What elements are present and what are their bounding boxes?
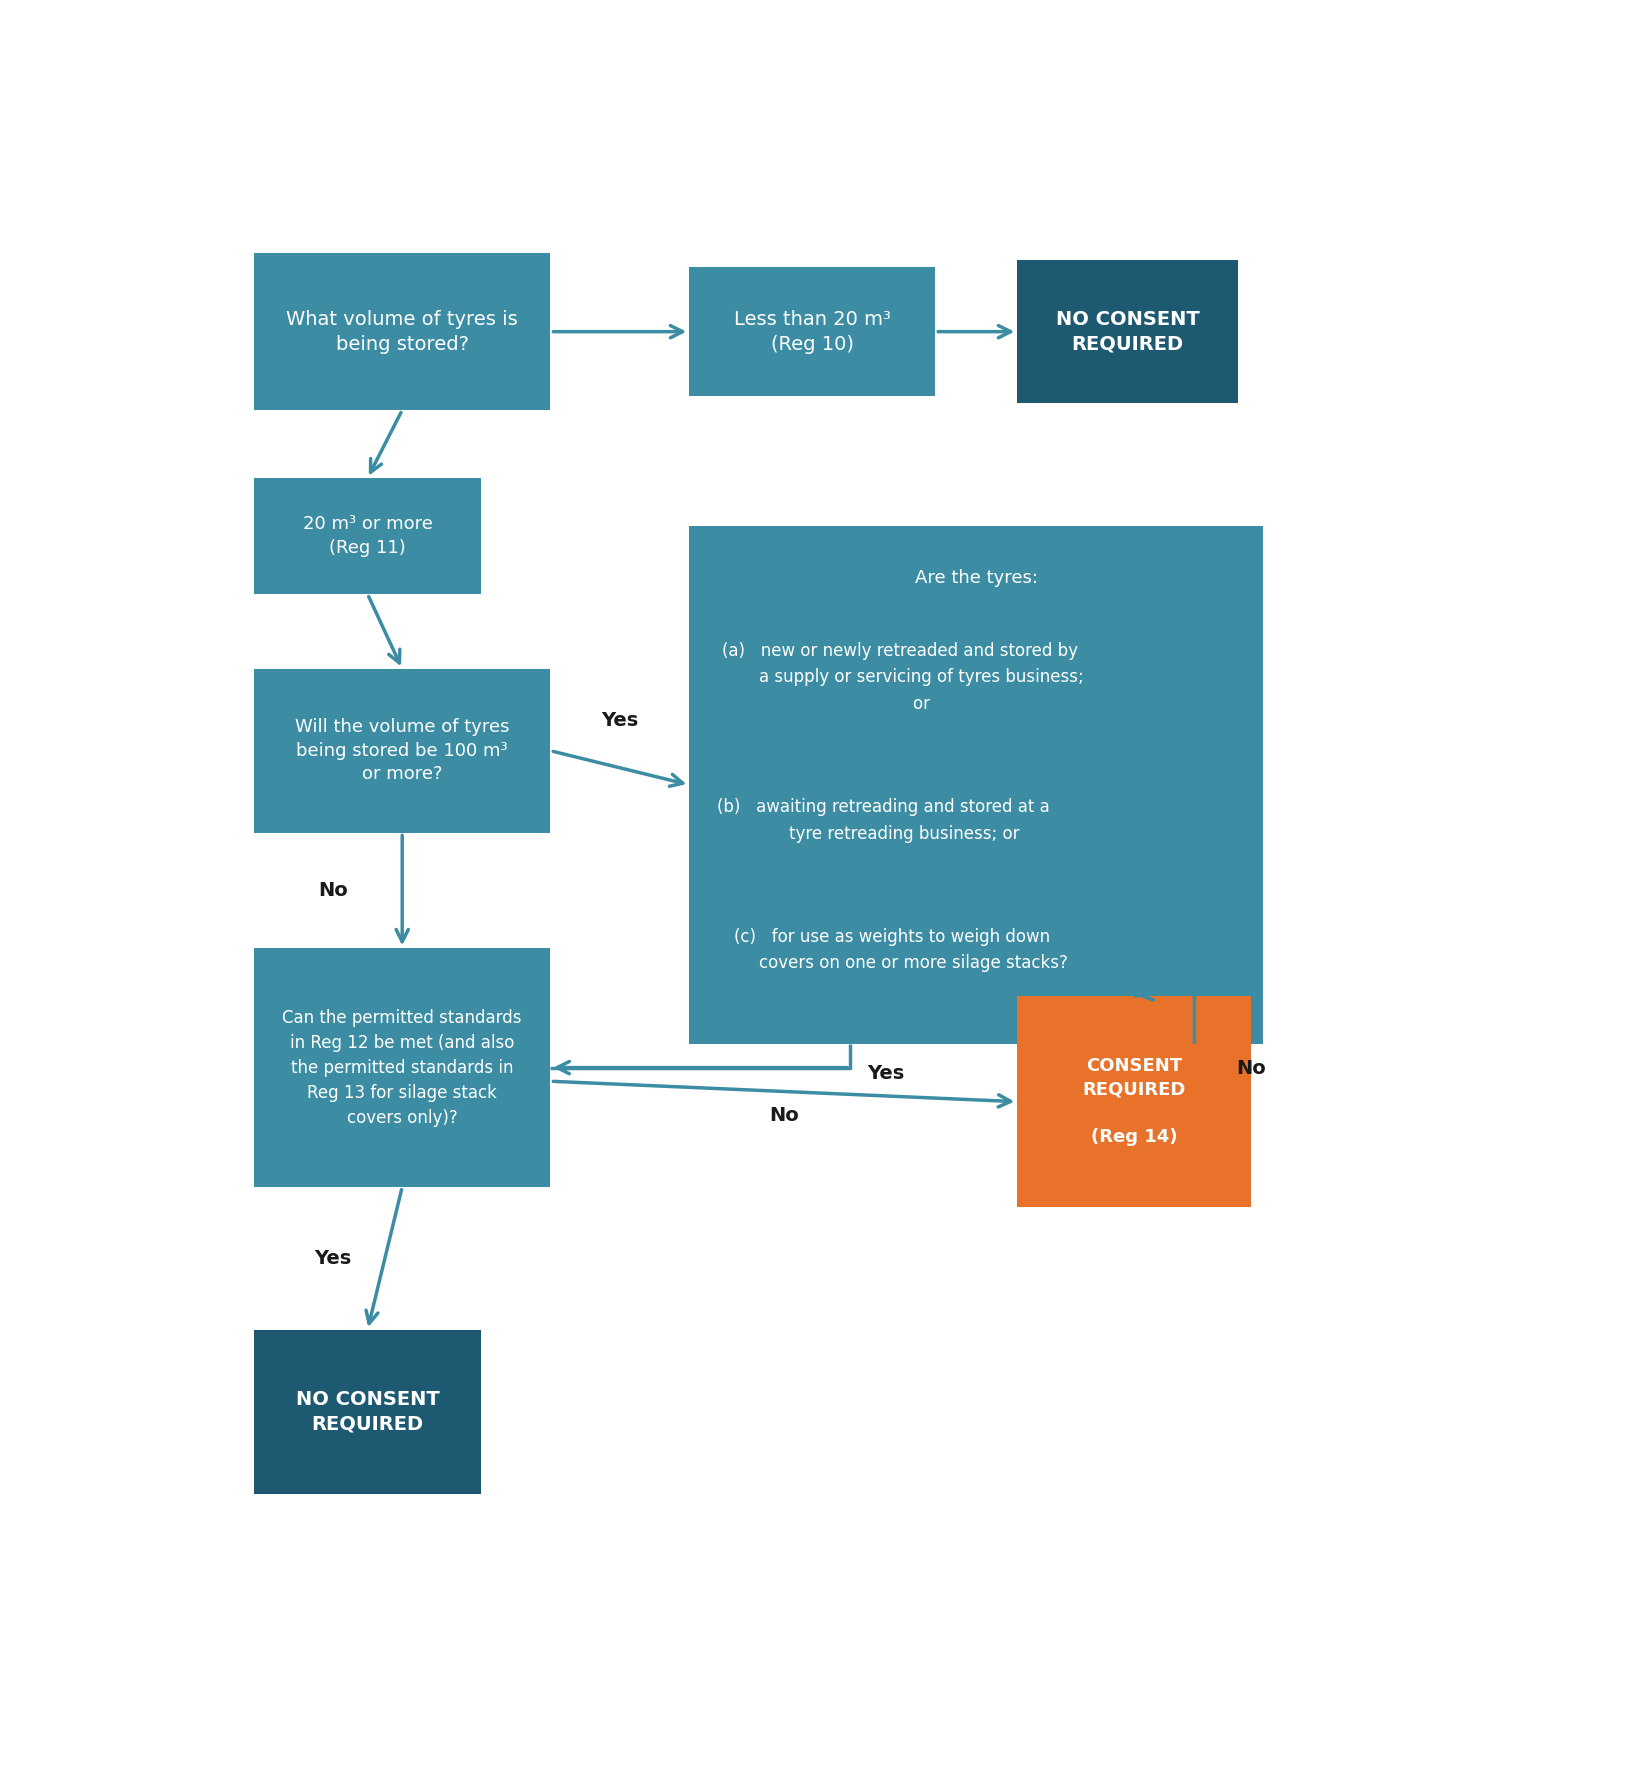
Text: Can the permitted standards
in Reg 12 be met (and also
the permitted standards i: Can the permitted standards in Reg 12 be… [283,1009,523,1127]
Text: (Reg 11(2)(b)): (Reg 11(2)(b)) [716,1057,835,1101]
Text: No: No [317,881,348,899]
Text: Yes: Yes [601,712,638,731]
Text: 20 m³ or more
(Reg 11): 20 m³ or more (Reg 11) [303,515,433,558]
FancyBboxPatch shape [254,669,550,832]
Text: Will the volume of tyres
being stored be 100 m³
or more?: Will the volume of tyres being stored be… [295,719,510,784]
FancyBboxPatch shape [1018,997,1250,1207]
Text: CONSENT
REQUIRED

(Reg 14): CONSENT REQUIRED (Reg 14) [1083,1057,1185,1147]
Text: Less than 20 m³
(Reg 10): Less than 20 m³ (Reg 10) [734,310,891,354]
Text: Yes: Yes [314,1250,352,1267]
FancyBboxPatch shape [254,253,550,411]
FancyBboxPatch shape [689,526,1263,1044]
Text: NO CONSENT
REQUIRED: NO CONSENT REQUIRED [296,1389,440,1434]
FancyBboxPatch shape [1018,260,1239,404]
FancyBboxPatch shape [254,949,550,1188]
Text: (c)   for use as weights to weigh down
        covers on one or more silage stac: (c) for use as weights to weigh down cov… [716,927,1068,972]
Text: (a)   new or newly retreaded and stored by
        a supply or servicing of tyre: (a) new or newly retreaded and stored by… [716,643,1084,713]
Text: Are the tyres:: Are the tyres: [915,568,1037,586]
Text: No: No [768,1106,799,1124]
FancyBboxPatch shape [254,478,482,595]
FancyBboxPatch shape [254,1329,482,1494]
Text: No: No [1236,1058,1267,1078]
Text: What volume of tyres is
being stored?: What volume of tyres is being stored? [287,310,518,354]
Text: (b)   awaiting retreading and stored at a
        tyre retreading business; or: (b) awaiting retreading and stored at a … [716,798,1050,843]
Text: NO CONSENT
REQUIRED: NO CONSENT REQUIRED [1057,310,1200,354]
FancyBboxPatch shape [689,267,936,396]
Text: Yes: Yes [866,1064,904,1083]
